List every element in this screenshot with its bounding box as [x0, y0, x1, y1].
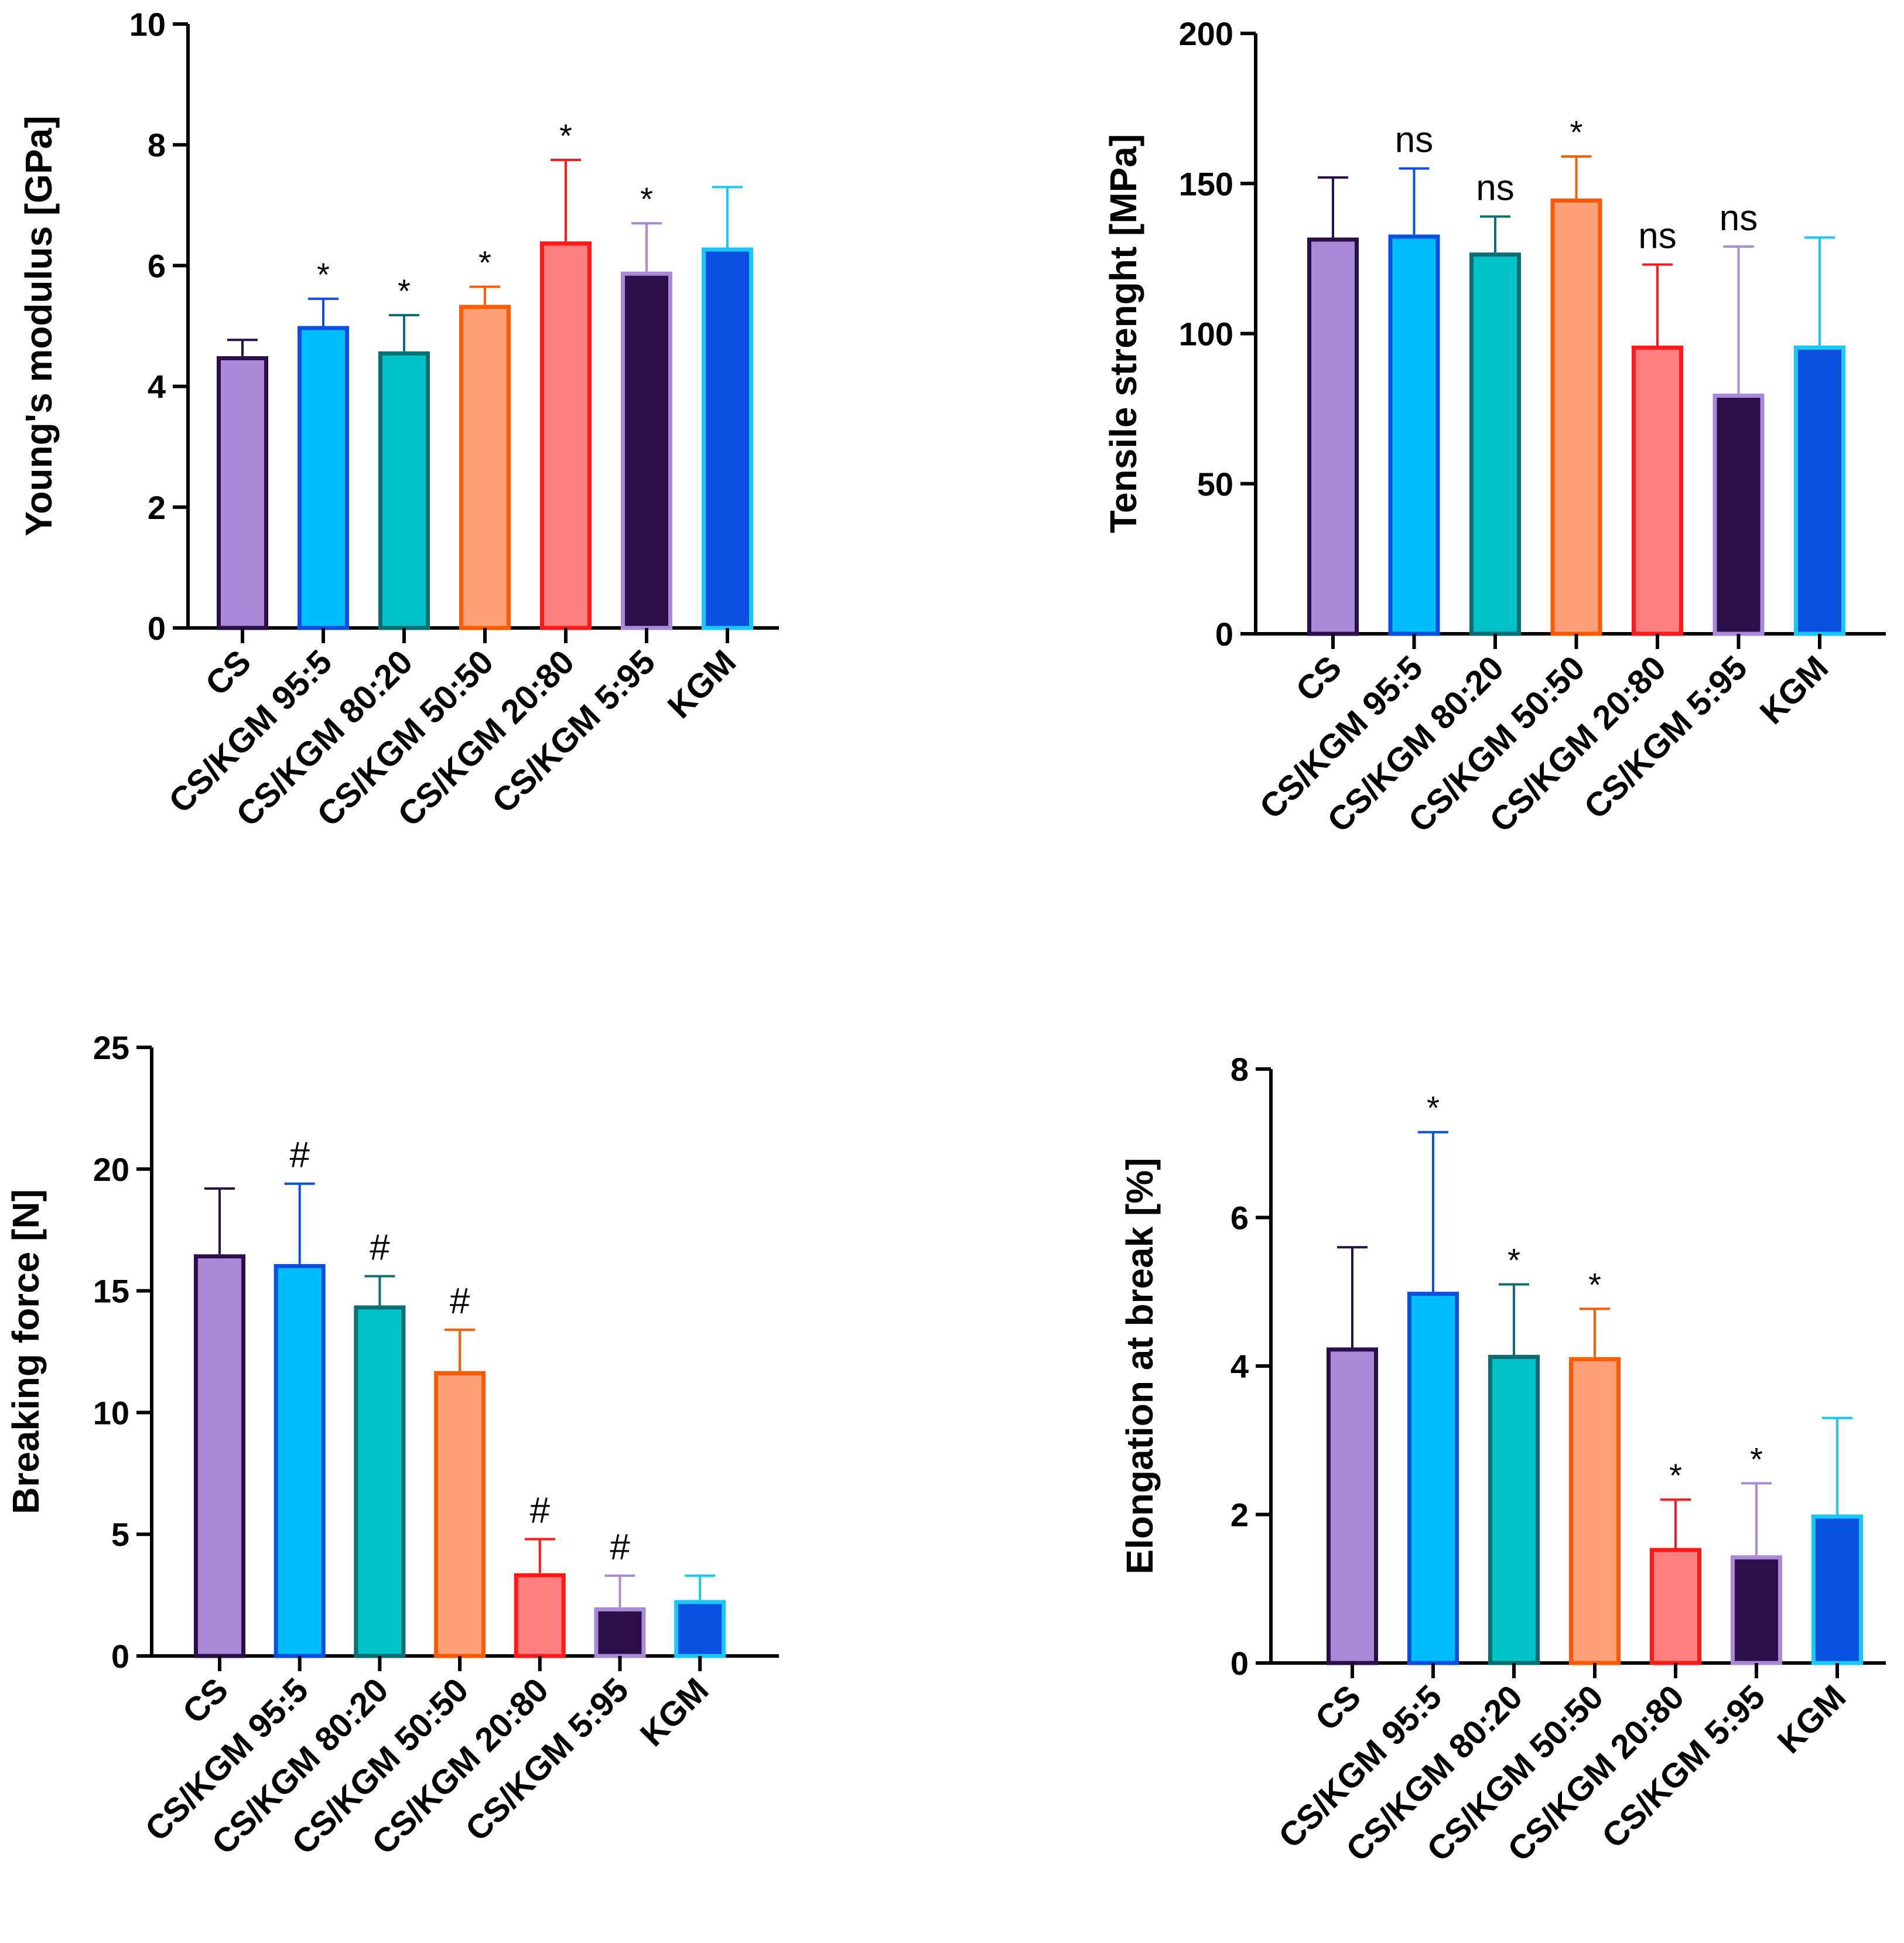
- x-tick-label-cs: CS: [1308, 1678, 1368, 1738]
- significance-label-cs-kgm-80-20: *: [1508, 1242, 1520, 1279]
- y-tick-label: 0: [1215, 616, 1233, 653]
- bar-cs-kgm-80-20: [1469, 252, 1521, 636]
- bar-kgm: [1811, 1514, 1863, 1665]
- significance-label-cs-kgm-80-20: *: [398, 272, 411, 309]
- bar-cs-kgm-50-50: [1569, 1357, 1621, 1665]
- significance-label-cs-kgm-95-5: *: [1427, 1090, 1440, 1126]
- significance-label-cs-kgm-5-95: #: [610, 1527, 630, 1568]
- x-tick-label-kgm: KGM: [633, 1671, 716, 1754]
- significance-label-cs-kgm-80-20: ns: [1476, 168, 1514, 209]
- significance-label-cs-kgm-5-95: ns: [1720, 198, 1758, 238]
- significance-label-cs-kgm-95-5: ns: [1395, 120, 1433, 161]
- y-tick-label: 15: [93, 1273, 129, 1310]
- y-axis-title: Tensile strenght [MPa]: [1102, 134, 1144, 534]
- y-tick-label: 4: [1230, 1348, 1249, 1385]
- x-tick-label-kgm: KGM: [661, 643, 744, 726]
- x-tick-label-cs: CS: [1288, 648, 1349, 709]
- bar-cs-kgm-5-95: [621, 271, 672, 630]
- significance-label-cs-kgm-50-50: *: [478, 244, 491, 281]
- y-tick-label: 0: [148, 610, 166, 647]
- x-tick-label-cs: CS: [175, 1671, 235, 1731]
- bar-cs: [194, 1254, 245, 1658]
- y-tick-label: 6: [1230, 1200, 1249, 1237]
- y-tick-label: 2: [148, 489, 166, 526]
- y-axis-title: Young's modulus [GPa]: [18, 115, 60, 536]
- significance-label-cs-kgm-50-50: *: [1570, 114, 1583, 151]
- y-axis-title: Elongation at break [%]: [1119, 1157, 1161, 1574]
- y-axis-title: Breaking force [N]: [5, 1189, 47, 1514]
- significance-label-cs-kgm-80-20: #: [370, 1228, 390, 1268]
- bar-cs-kgm-80-20: [1488, 1354, 1540, 1665]
- bar-cs-kgm-95-5: [274, 1264, 326, 1658]
- significance-label-cs-kgm-50-50: *: [1588, 1266, 1601, 1303]
- bar-cs: [217, 356, 268, 630]
- y-tick-label: 0: [111, 1638, 129, 1675]
- bar-cs-kgm-5-95: [594, 1607, 646, 1658]
- bar-cs-kgm-5-95: [1731, 1555, 1782, 1665]
- significance-label-cs-kgm-20-80: *: [559, 117, 572, 154]
- bar-cs-kgm-20-80: [1650, 1548, 1701, 1665]
- bar-cs-kgm-20-80: [1632, 346, 1683, 636]
- bar-cs-kgm-50-50: [1550, 198, 1602, 636]
- significance-label-cs-kgm-50-50: #: [450, 1281, 470, 1321]
- bar-cs-kgm-20-80: [540, 241, 592, 630]
- y-tick-label: 100: [1179, 316, 1233, 353]
- significance-label-cs-kgm-95-5: *: [317, 256, 330, 293]
- significance-label-cs-kgm-5-95: *: [640, 180, 653, 217]
- y-tick-label: 4: [148, 368, 166, 405]
- bar-cs-kgm-20-80: [514, 1573, 566, 1658]
- y-tick-label: 20: [93, 1151, 129, 1188]
- bar-cs-kgm-5-95: [1712, 394, 1765, 636]
- x-tick-label-kgm: KGM: [1753, 648, 1836, 732]
- significance-label-cs-kgm-95-5: #: [289, 1135, 310, 1176]
- y-tick-label: 200: [1179, 15, 1233, 52]
- bar-kgm: [674, 1600, 726, 1658]
- y-tick-label: 6: [148, 247, 166, 284]
- y-tick-label: 5: [111, 1516, 129, 1553]
- bar-cs: [1307, 237, 1359, 636]
- y-tick-label: 0: [1230, 1645, 1249, 1682]
- x-tick-label-cs: CS: [198, 643, 258, 703]
- significance-label-cs-kgm-20-80: ns: [1638, 216, 1676, 257]
- bar-cs-kgm-95-5: [1407, 1292, 1459, 1665]
- significance-label-cs-kgm-20-80: #: [530, 1491, 551, 1531]
- bar-cs-kgm-50-50: [459, 305, 511, 630]
- bar-cs-kgm-95-5: [298, 326, 349, 630]
- y-tick-label: 50: [1197, 466, 1233, 503]
- bar-cs: [1327, 1347, 1378, 1665]
- y-tick-label: 150: [1179, 165, 1233, 202]
- bar-cs-kgm-95-5: [1388, 234, 1440, 636]
- y-tick-label: 10: [129, 6, 166, 43]
- significance-label-cs-kgm-20-80: *: [1669, 1457, 1682, 1494]
- bar-kgm: [1794, 346, 1845, 636]
- y-tick-label: 2: [1230, 1497, 1249, 1534]
- bar-kgm: [702, 247, 753, 630]
- x-tick-label-kgm: KGM: [1770, 1678, 1854, 1761]
- bar-cs-kgm-80-20: [378, 351, 430, 630]
- y-tick-label: 8: [148, 127, 166, 163]
- y-tick-label: 25: [93, 1029, 129, 1066]
- bar-cs-kgm-80-20: [354, 1305, 406, 1658]
- bar-cs-kgm-50-50: [434, 1371, 486, 1658]
- y-tick-label: 8: [1230, 1051, 1249, 1088]
- y-tick-label: 10: [93, 1394, 129, 1431]
- significance-label-cs-kgm-5-95: *: [1750, 1440, 1763, 1477]
